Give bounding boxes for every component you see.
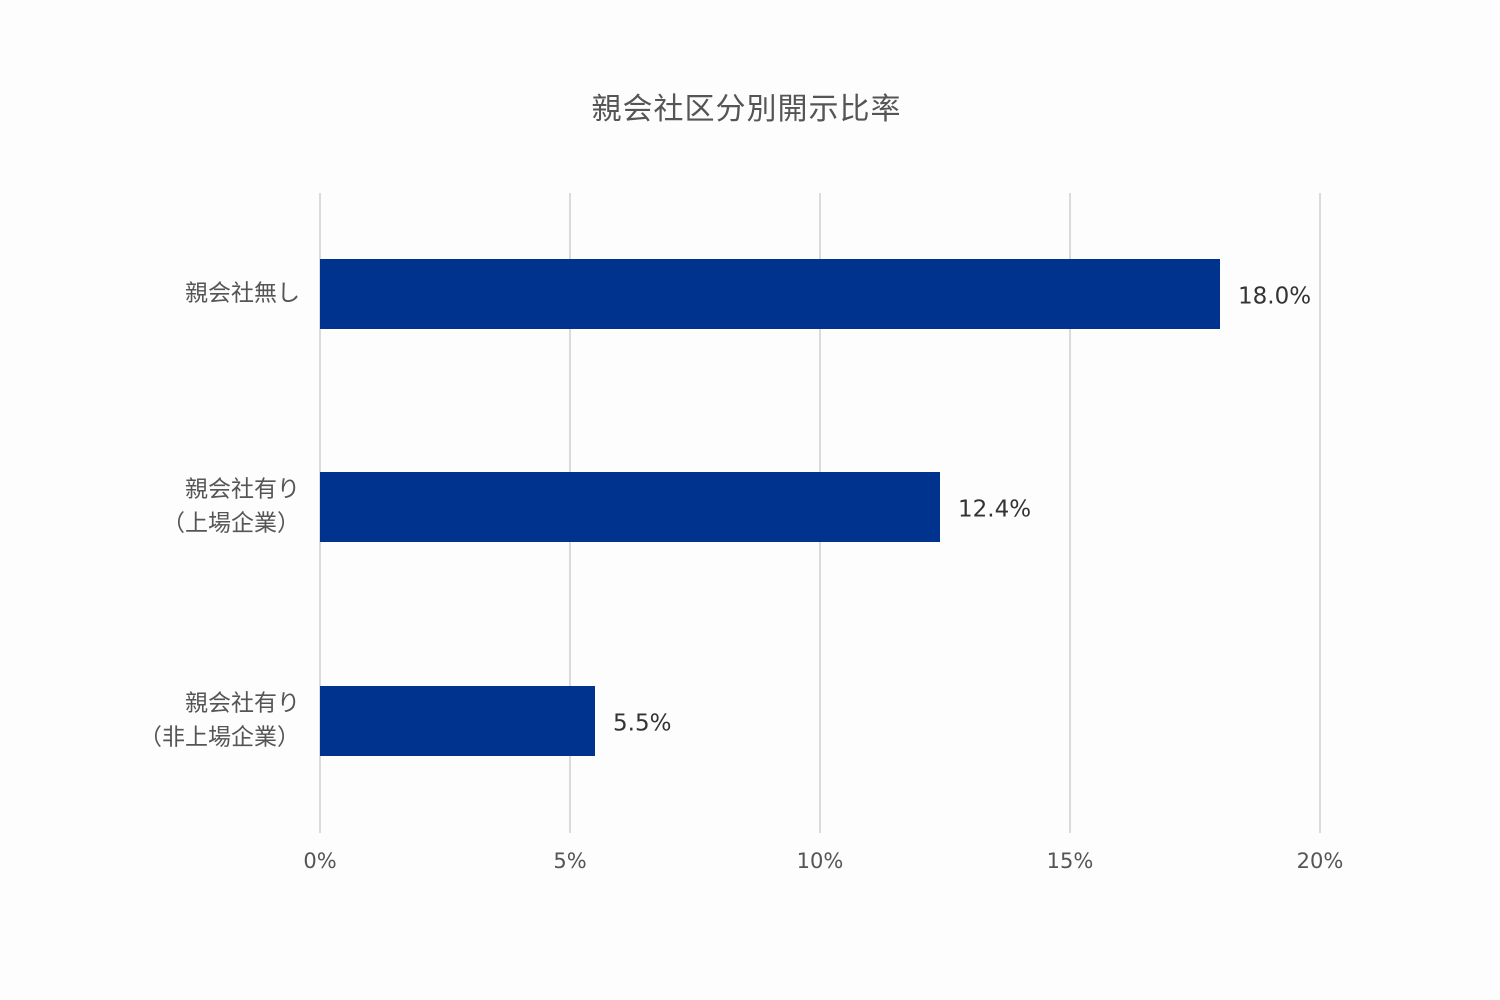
category-label: 親会社無し — [185, 281, 300, 307]
data-label: 5.5% — [613, 711, 671, 737]
bar[interactable] — [320, 259, 1220, 329]
category-label: （非上場企業） — [139, 725, 300, 751]
bar[interactable] — [320, 686, 595, 756]
category-label: （上場企業） — [162, 511, 300, 537]
x-tick-label: 15% — [1047, 849, 1094, 873]
x-tick-label: 5% — [553, 849, 586, 873]
bar[interactable] — [320, 472, 940, 542]
x-tick-label: 20% — [1297, 849, 1344, 873]
category-label: 親会社有り — [185, 691, 300, 717]
category-label: 親会社有り — [185, 477, 300, 503]
labels: 0% 5% 10% 15% 20% 18.0% 親会社無し 12.4% 親会社有り （上場企業） 5… — [139, 281, 1343, 874]
x-tick-label: 10% — [797, 849, 844, 873]
bars — [320, 259, 1220, 756]
data-label: 12.4% — [958, 497, 1031, 523]
data-label: 18.0% — [1238, 284, 1311, 310]
chart-title: 親会社区分別開示比率 — [591, 92, 902, 127]
x-tick-label: 0% — [303, 849, 336, 873]
